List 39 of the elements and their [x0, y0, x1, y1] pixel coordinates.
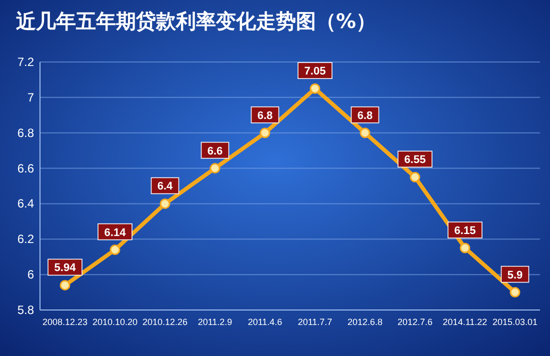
x-tick-label: 2010.10.20: [92, 317, 138, 327]
y-tick-label: 6: [27, 268, 34, 282]
point: [160, 198, 170, 209]
data-label: 6.15: [454, 225, 476, 237]
x-tick-label: 2010.12.26: [142, 317, 188, 327]
y-tick-label: 6.2: [17, 232, 34, 246]
data-label: 6.6: [207, 145, 223, 158]
x-tick-label: 2011.2.9: [198, 317, 232, 327]
data-label: 6.55: [404, 154, 426, 166]
point: [210, 163, 220, 174]
point: [360, 128, 370, 138]
data-label: 5.94: [54, 262, 77, 274]
data-label: 5.9: [507, 269, 523, 282]
x-tick-label: 2011.4.6: [248, 317, 282, 327]
y-tick-label: 6.4: [17, 196, 34, 211]
data-label: 7.05: [304, 66, 326, 78]
point: [310, 83, 320, 94]
y-tick-label: 6.8: [17, 126, 34, 140]
point: [460, 242, 470, 254]
point: [260, 128, 270, 138]
y-tick-label: 7: [27, 90, 34, 104]
point: [110, 244, 120, 256]
x-tick-label: 2012.7.6: [397, 317, 433, 327]
point: [510, 287, 520, 298]
x-tick-label: 2012.6.8: [347, 317, 383, 327]
x-tick-label: 2011.7.7: [298, 317, 332, 327]
data-label: 6.4: [157, 180, 174, 193]
y-tick-label: 5.8: [17, 303, 34, 317]
x-tick-label: 2008.12.23: [42, 317, 88, 327]
x-tick-label: 2014.11.22: [442, 317, 488, 327]
y-tick-label: 6.6: [17, 161, 34, 176]
x-tick-label: 2015.03.01: [492, 317, 538, 327]
data-label: 6.8: [257, 110, 273, 122]
y-tick-label: 7.2: [17, 55, 34, 69]
point: [60, 280, 70, 290]
point: [410, 172, 420, 182]
chart-title: 近几年五年期贷款利率变化走势图（%）: [15, 9, 376, 33]
data-label: 6.14: [104, 226, 127, 239]
data-label: 6.8: [357, 110, 373, 122]
